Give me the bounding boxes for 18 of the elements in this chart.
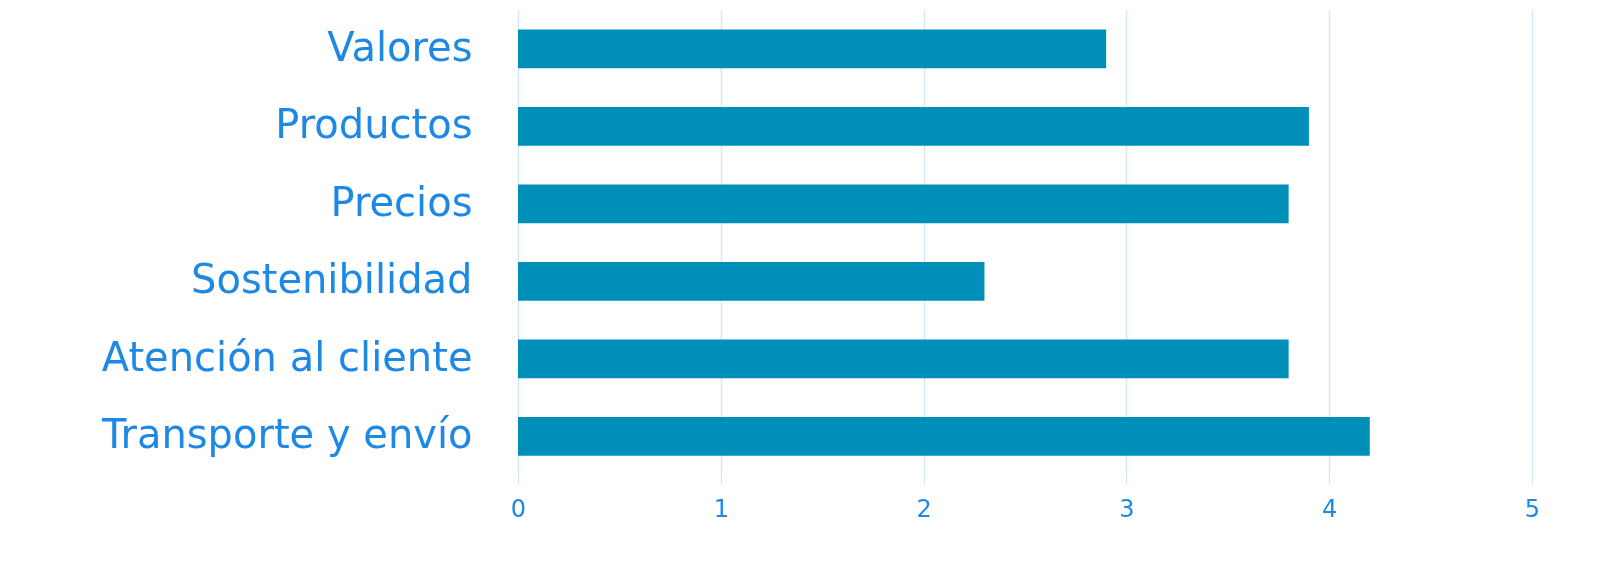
x-tick-label: 3 [1119, 494, 1135, 523]
x-tick-label: 4 [1322, 494, 1338, 523]
bar [518, 29, 1107, 69]
x-tick-label: 0 [510, 494, 527, 523]
bar [518, 416, 1370, 456]
y-tick-label: Atención al cliente [101, 333, 473, 380]
bar [518, 106, 1309, 146]
x-tick-label: 5 [1524, 494, 1541, 523]
bar [518, 184, 1289, 224]
bar [518, 261, 985, 301]
y-tick-label: Transporte y envío [100, 411, 473, 458]
x-tick-label: 1 [713, 494, 729, 523]
y-tick-label: Valores [327, 23, 473, 70]
y-tick-label: Precios [330, 178, 473, 225]
bar [518, 339, 1289, 379]
y-tick-label: Productos [275, 101, 473, 148]
y-tick-label: Sostenibilidad [191, 256, 473, 303]
x-tick-label: 2 [916, 494, 932, 523]
